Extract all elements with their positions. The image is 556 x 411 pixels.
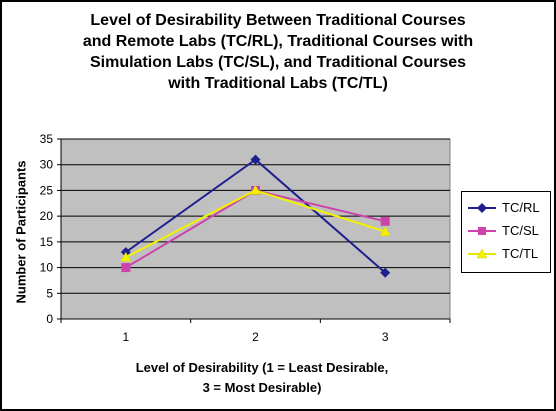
x-axis-title-line-2: 3 = Most Desirable)	[202, 380, 322, 395]
y-tick-label-5: 5	[46, 286, 53, 300]
chart-title-line-4: with Traditional Labs (TC/TL)	[168, 75, 388, 92]
chart-title: Level of Desirability Between Traditiona…	[2, 10, 554, 94]
x-tick-label-2: 2	[252, 330, 259, 344]
y-tick-label-20: 20	[40, 209, 54, 223]
legend-item-tcsl: TC/SL	[462, 221, 550, 241]
point-tcrl-3	[380, 267, 391, 278]
y-tick-label-15: 15	[40, 235, 54, 249]
point-tcsl-1	[121, 263, 131, 273]
y-tick-label-0: 0	[46, 312, 53, 326]
point-tctl-1	[120, 251, 132, 262]
legend-item-tcrl: TC/RL	[462, 198, 550, 218]
chart-title-line-1: Level of Desirability Between Traditiona…	[90, 12, 466, 29]
point-tcrl-2	[250, 154, 261, 165]
y-tick-label-10: 10	[40, 261, 54, 275]
legend-symbol-square-icon	[468, 227, 496, 235]
plot-area	[60, 138, 451, 320]
chart-title-line-2: and Remote Labs (TC/RL), Traditional Cou…	[82, 33, 474, 50]
point-tctl-2	[250, 184, 261, 195]
x-tick-label-3: 3	[382, 330, 389, 344]
y-tick-label-25: 25	[40, 183, 54, 197]
x-tick-label-1: 1	[122, 330, 129, 344]
legend-symbol-triangle-icon	[468, 248, 496, 259]
y-tick-label-30: 30	[40, 158, 54, 172]
chart-title-line-3: Simulation Labs (TC/SL), and Traditional…	[89, 54, 467, 71]
x-axis-title-line-1: Level of Desirability (1 = Least Desirab…	[135, 360, 389, 375]
y-tick-label-35: 35	[40, 132, 54, 146]
point-tctl-3	[379, 226, 391, 236]
legend-item-tctl: TC/TL	[462, 244, 550, 264]
x-axis-title: Level of Desirability (1 = Least Desirab…	[2, 358, 522, 398]
legend-label-tcsl: TC/SL	[502, 223, 539, 238]
point-tcsl-3	[380, 216, 390, 226]
chart-legend: TC/RL TC/SL TC/TL	[461, 191, 551, 273]
legend-label-tctl: TC/TL	[502, 246, 539, 261]
legend-symbol-diamond-icon	[468, 203, 496, 213]
y-axis-title-text: Number of Participants	[13, 160, 29, 304]
legend-label-tcrl: TC/RL	[502, 200, 540, 215]
